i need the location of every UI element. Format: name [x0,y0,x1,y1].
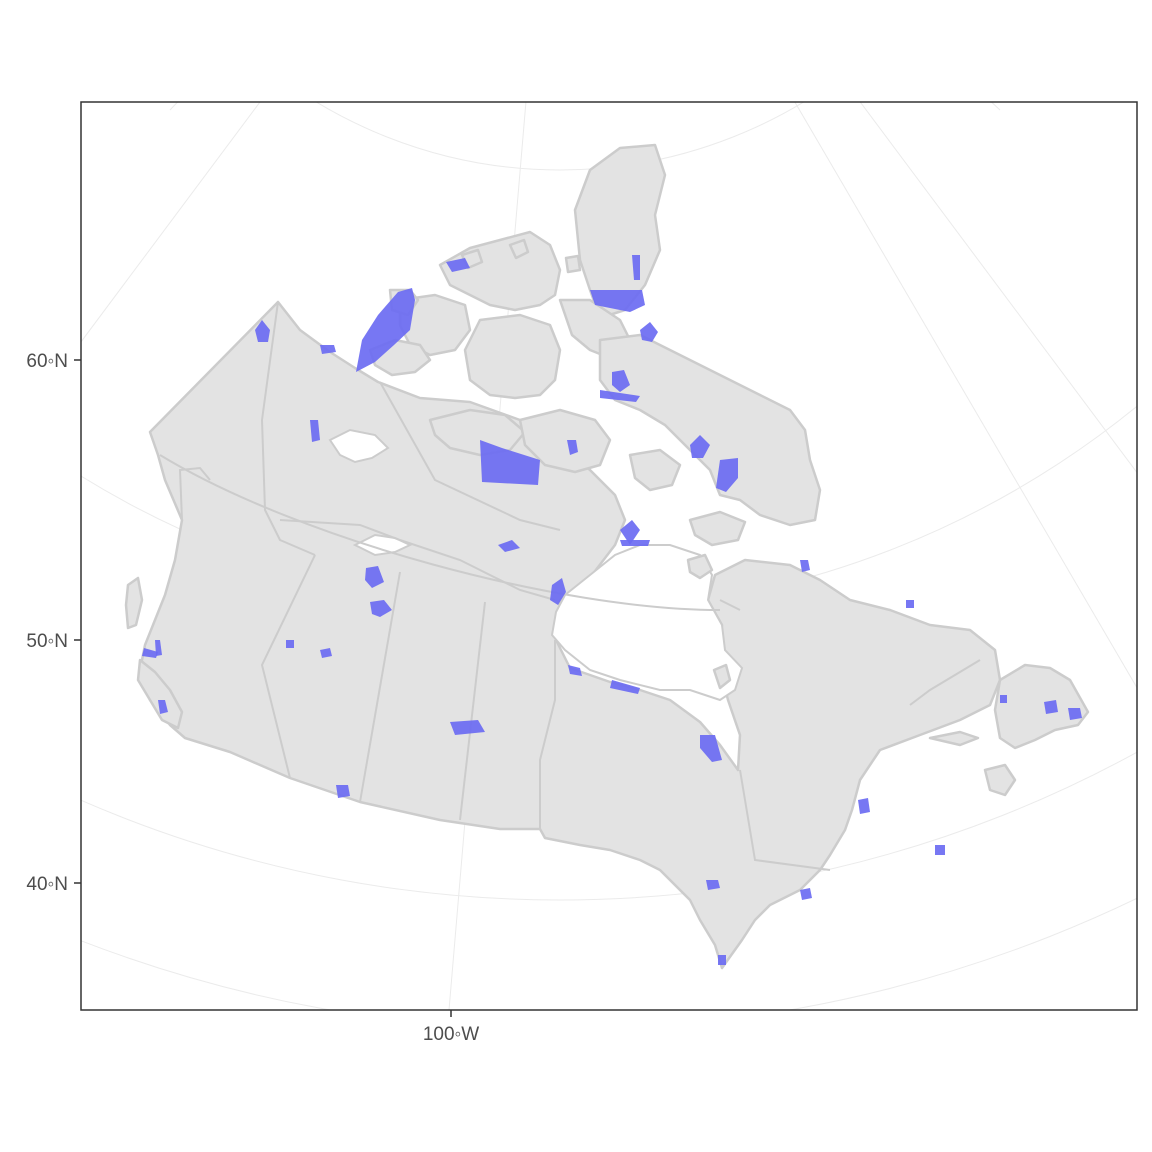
haida-gwaii [124,576,144,630]
vancouver-island [136,658,184,730]
anticosti-island [928,730,980,747]
y-tick-label-60n: 60◦N [26,351,68,372]
great-slave-lake [352,533,413,557]
y-tick-label-50n: 50◦N [26,631,68,652]
x-tick-label-100w: 100◦W [423,1024,479,1045]
great-bear-lake [328,428,390,464]
x-axis: 100◦W [423,1010,479,1045]
cape-breton [983,763,1017,797]
protected-areas [142,255,1082,965]
panel-border [80,101,1138,1011]
y-tick-label-40n: 40◦N [26,874,68,895]
belcher-islands [712,663,732,690]
arctic-archipelago [368,143,822,547]
southampton-island [686,553,714,580]
newfoundland [993,663,1090,750]
hudson-bay [550,544,744,702]
y-axis: 60◦N 50◦N 40◦N [26,351,81,895]
provincial-boundaries [159,301,981,871]
